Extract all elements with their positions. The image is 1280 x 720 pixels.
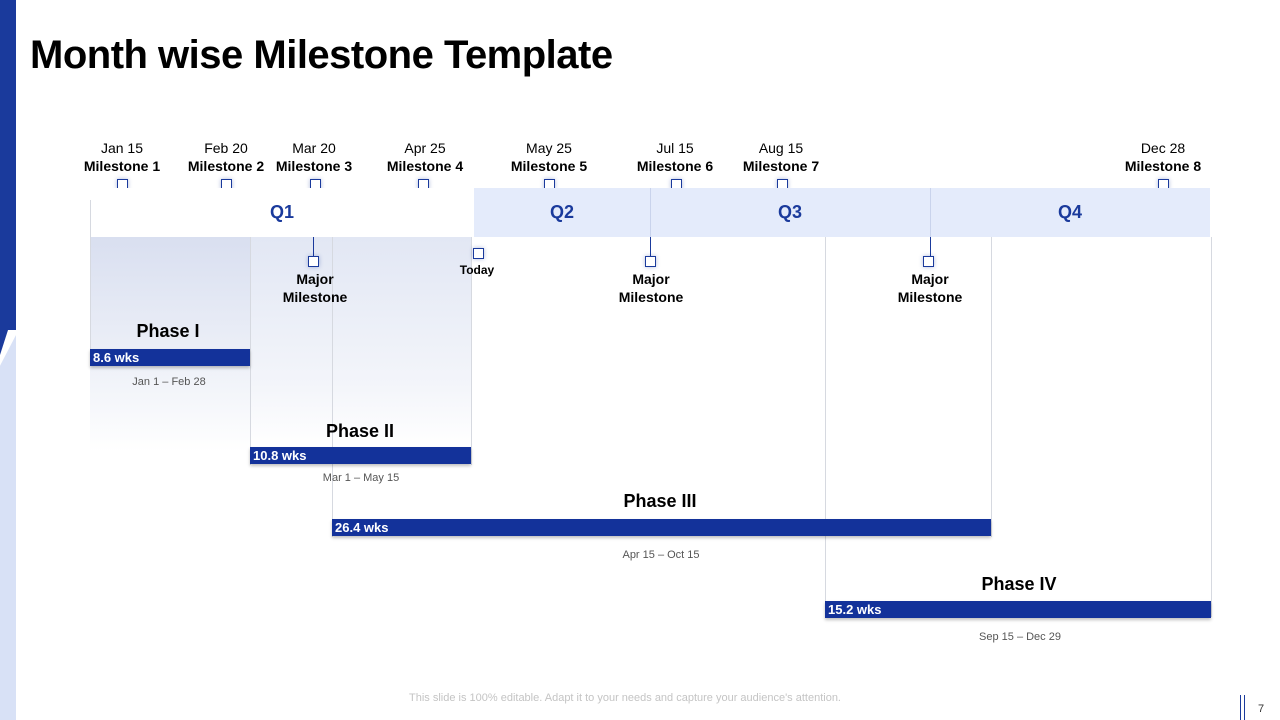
- footer-note: This slide is 100% editable. Adapt it to…: [409, 692, 841, 704]
- milestone-1: Jan 15 Milestone 1: [84, 139, 160, 175]
- milestone-stem: [313, 237, 314, 257]
- today-label: Today: [459, 263, 495, 277]
- major-milestone-label: Major Milestone: [619, 270, 684, 306]
- milestone-date: Apr 25: [404, 140, 446, 156]
- milestone-date: Dec 28: [1140, 140, 1186, 156]
- milestone-date: Jan 15: [100, 140, 144, 156]
- quarter-label-q1: Q1: [269, 202, 294, 222]
- milestone-name: Milestone 2: [187, 158, 265, 174]
- guide-line: [825, 237, 826, 617]
- major-milestone-line: Milestone: [282, 289, 348, 305]
- major-milestone-line: Major: [296, 271, 334, 287]
- major-milestone-label: Major Milestone: [898, 270, 963, 306]
- guide-line: [471, 237, 472, 465]
- phase-1-bar: 8.6 wks: [90, 349, 250, 366]
- phase-3-title: Phase III: [623, 491, 697, 511]
- phase-1-shade: [90, 237, 250, 452]
- milestone-8: Dec 28 Milestone 8: [1125, 139, 1201, 175]
- phase-3-bar: 26.4 wks: [332, 519, 991, 536]
- phase-4-range: Sep 15 – Dec 29: [979, 631, 1061, 643]
- page-number: 7: [1258, 703, 1265, 715]
- milestone-date: May 25: [526, 140, 572, 156]
- major-milestone-marker: [308, 256, 319, 267]
- quarter-divider: [930, 188, 931, 237]
- milestone-name: Milestone 4: [386, 158, 464, 174]
- page-divider: [1240, 695, 1241, 720]
- phase-3-range: Apr 15 – Oct 15: [622, 549, 700, 561]
- quarter-label-q4: Q4: [1057, 202, 1082, 222]
- quarter-band: [474, 188, 1210, 237]
- phase-4-bar: 15.2 wks: [825, 601, 1211, 618]
- major-milestone-marker: [923, 256, 934, 267]
- milestone-4: Apr 25 Milestone 4: [387, 139, 463, 175]
- major-milestone-marker: [645, 256, 656, 267]
- guide-line: [250, 237, 251, 465]
- phase-2-range: Mar 1 – May 15: [322, 472, 400, 484]
- milestone-name: Milestone 5: [510, 158, 588, 174]
- phase-2-title: Phase II: [325, 421, 395, 441]
- milestone-name: Milestone 7: [742, 158, 820, 174]
- page-divider: [1244, 695, 1245, 720]
- accent-bar: [0, 0, 16, 330]
- quarter-label-q2: Q2: [549, 202, 574, 222]
- quarter-label-q3: Q3: [777, 202, 802, 222]
- major-milestone-line: Major: [632, 271, 670, 287]
- milestone-stem: [650, 237, 651, 257]
- milestone-date: Mar 20: [292, 140, 336, 156]
- milestone-7: Aug 15 Milestone 7: [743, 139, 819, 175]
- guide-line: [90, 200, 91, 365]
- milestone-date: Jul 15: [656, 140, 694, 156]
- quarter-band-q1: [90, 188, 474, 237]
- milestone-6: Jul 15 Milestone 6: [637, 139, 713, 175]
- phase-1-range: Jan 1 – Feb 28: [132, 376, 206, 388]
- quarter-divider: [650, 188, 651, 237]
- phase-1-title: Phase I: [136, 321, 200, 341]
- page-title: Month wise Milestone Template: [30, 33, 613, 77]
- major-milestone-line: Major: [911, 271, 949, 287]
- guide-line: [991, 237, 992, 537]
- milestone-5: May 25 Milestone 5: [511, 139, 587, 175]
- guide-line: [332, 237, 333, 537]
- major-milestone-line: Milestone: [618, 289, 684, 305]
- today-marker: [473, 248, 484, 259]
- phase-2-bar: 10.8 wks: [250, 447, 471, 464]
- milestone-date: Feb 20: [204, 140, 248, 156]
- milestone-3: Mar 20 Milestone 3: [276, 139, 352, 175]
- milestone-name: Milestone 8: [1124, 158, 1202, 174]
- milestone-name: Milestone 6: [636, 158, 714, 174]
- milestone-2: Feb 20 Milestone 2: [188, 139, 264, 175]
- milestone-name: Milestone 3: [275, 158, 353, 174]
- major-milestone-line: Milestone: [897, 289, 963, 305]
- phase-4-title: Phase IV: [981, 574, 1057, 594]
- phase-2-shade: [250, 237, 472, 447]
- milestone-date: Aug 15: [758, 140, 804, 156]
- guide-line: [1211, 237, 1212, 617]
- milestone-stem: [930, 237, 931, 257]
- major-milestone-label: Major Milestone: [283, 270, 348, 306]
- accent-light-panel: [0, 335, 16, 720]
- milestone-name: Milestone 1: [83, 158, 161, 174]
